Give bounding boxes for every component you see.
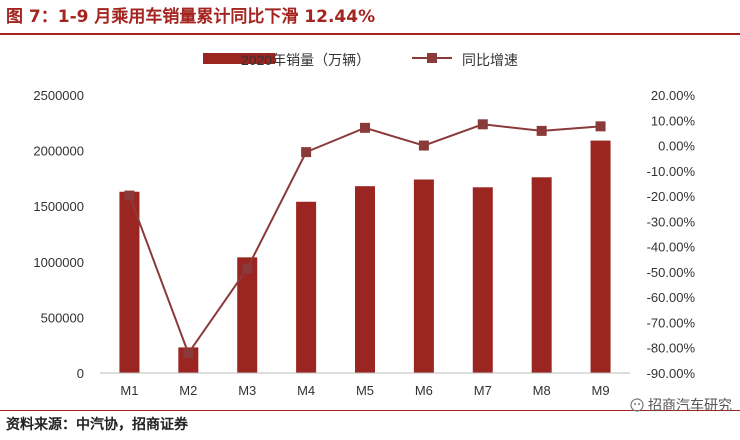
y-left-tick-label: 2500000 <box>33 88 84 103</box>
legend-bar-swatch <box>203 53 275 64</box>
bar-M5 <box>355 186 375 373</box>
legend: 2020年销量（万辆） 同比增速 <box>203 52 518 68</box>
y-right-tick-label: -40.00% <box>647 240 696 255</box>
x-tick-label: M1 <box>120 383 138 398</box>
y-right-tick-label: -10.00% <box>647 164 696 179</box>
y-left-tick-label: 0 <box>77 366 84 381</box>
marker-M5 <box>360 122 370 133</box>
y-left-ticks: 2500000 2000000 1500000 1000000 500000 0 <box>33 88 84 381</box>
y-right-tick-label: 0.00% <box>658 139 695 154</box>
y-right-tick-label: -30.00% <box>647 214 696 229</box>
marker-M7 <box>477 119 488 130</box>
y-right-tick-label: -20.00% <box>647 189 696 204</box>
y-right-tick-label: 20.00% <box>651 88 696 103</box>
x-ticks: M1 M2 M3 M4 M5 M6 M7 M8 M9 <box>120 383 609 398</box>
figure-title: 图 7：1-9 月乘用车销量累计同比下滑 12.44% <box>6 7 376 27</box>
y-left-tick-label: 2000000 <box>33 144 84 159</box>
bar-M1 <box>119 191 140 373</box>
source-note: 资料来源：中汽协，招商证券 <box>6 417 188 433</box>
y-right-tick-label: -70.00% <box>647 315 696 330</box>
bar-M8 <box>531 177 552 373</box>
legend-bar-label: 2020年销量（万辆） <box>241 52 370 68</box>
y-right-tick-label: -80.00% <box>647 341 696 356</box>
bar-M3 <box>237 257 258 373</box>
bars <box>119 140 611 373</box>
bar-M9 <box>590 140 611 373</box>
marker-M3 <box>242 263 253 274</box>
x-tick-label: M7 <box>474 383 492 398</box>
y-left-tick-label: 1000000 <box>33 255 84 270</box>
marker-M6 <box>418 140 429 151</box>
footer-rule <box>0 410 740 411</box>
y-right-tick-label: 10.00% <box>651 113 696 128</box>
y-right-tick-label: -60.00% <box>647 290 696 305</box>
x-tick-label: M2 <box>179 383 197 398</box>
marker-M4 <box>301 147 312 158</box>
y-left-tick-label: 1500000 <box>33 199 84 214</box>
plot-area: 2500000 2000000 1500000 1000000 500000 0 20.0… <box>33 88 695 398</box>
y-right-tick-label: -50.00% <box>647 265 696 280</box>
x-tick-label: M5 <box>356 383 374 398</box>
wechat-icon <box>630 398 644 412</box>
title-rule <box>0 33 740 35</box>
marker-M9 <box>595 121 606 132</box>
x-tick-label: M6 <box>415 383 433 398</box>
legend-line-label: 同比增速 <box>462 52 518 68</box>
bar-M7 <box>472 187 493 373</box>
marker-M2 <box>183 348 194 359</box>
y-right-tick-label: -90.00% <box>647 366 696 381</box>
legend-line-marker <box>427 53 437 63</box>
bar-M4 <box>296 201 317 373</box>
bar-M6 <box>413 179 434 373</box>
x-tick-label: M3 <box>238 383 256 398</box>
marker-M8 <box>536 125 547 136</box>
y-left-tick-label: 500000 <box>41 310 84 325</box>
watermark: 招商汽车研究 <box>630 395 732 415</box>
growth-markers <box>124 119 606 359</box>
marker-M1 <box>124 190 135 201</box>
x-tick-label: M4 <box>297 383 315 398</box>
x-tick-label: M8 <box>533 383 551 398</box>
watermark-text: 招商汽车研究 <box>648 398 732 414</box>
y-right-ticks: 20.00% 10.00% 0.00% -10.00% -20.00% -30.00% -4… <box>647 88 696 381</box>
x-tick-label: M9 <box>592 383 610 398</box>
